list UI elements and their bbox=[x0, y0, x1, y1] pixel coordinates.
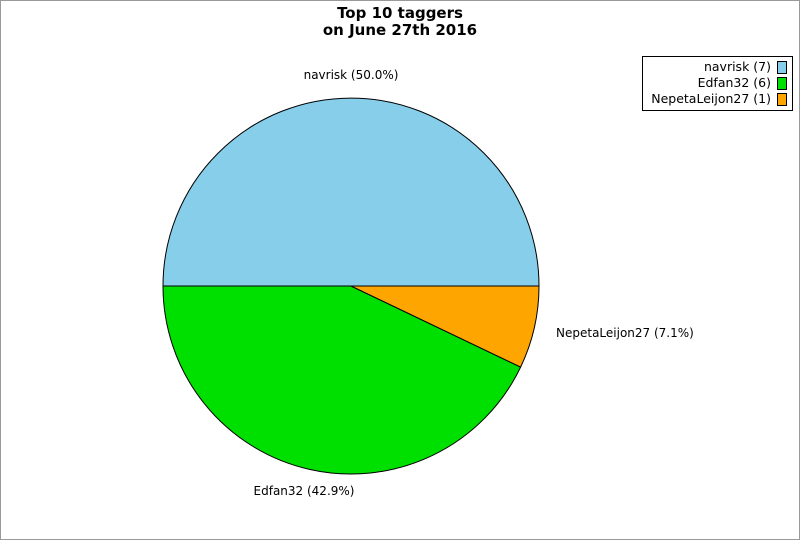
legend-item-navrisk: navrisk (7) bbox=[651, 59, 787, 75]
chart-title-line1: Top 10 taggers bbox=[337, 4, 463, 22]
legend-item-Edfan32: Edfan32 (6) bbox=[651, 75, 787, 91]
legend-item-label: NepetaLeijon27 (1) bbox=[651, 91, 771, 106]
slice-label-NepetaLeijon27: NepetaLeijon27 (7.1%) bbox=[556, 326, 694, 340]
pie-slice-NepetaLeijon27 bbox=[350, 285, 540, 368]
legend-swatch bbox=[777, 76, 787, 90]
slice-label-navrisk: navrisk (50.0%) bbox=[303, 68, 399, 82]
legend-swatch bbox=[777, 60, 787, 74]
chart-title-line2: on June 27th 2016 bbox=[322, 21, 478, 39]
legend-item-label: navrisk (7) bbox=[703, 59, 771, 74]
legend-item-label: Edfan32 (6) bbox=[697, 75, 771, 90]
pie-slice-Edfan32 bbox=[162, 285, 522, 475]
legend-item-NepetaLeijon27: NepetaLeijon27 (1) bbox=[651, 91, 787, 107]
legend: navrisk (7) Edfan32 (6) NepetaLeijon27 (1) bbox=[642, 56, 793, 111]
legend-swatch bbox=[777, 92, 787, 106]
pie-slice-navrisk bbox=[162, 97, 540, 287]
slice-label-Edfan32: Edfan32 (42.9%) bbox=[253, 484, 355, 498]
chart-title: Top 10 taggers on June 27th 2016 bbox=[1, 5, 799, 39]
